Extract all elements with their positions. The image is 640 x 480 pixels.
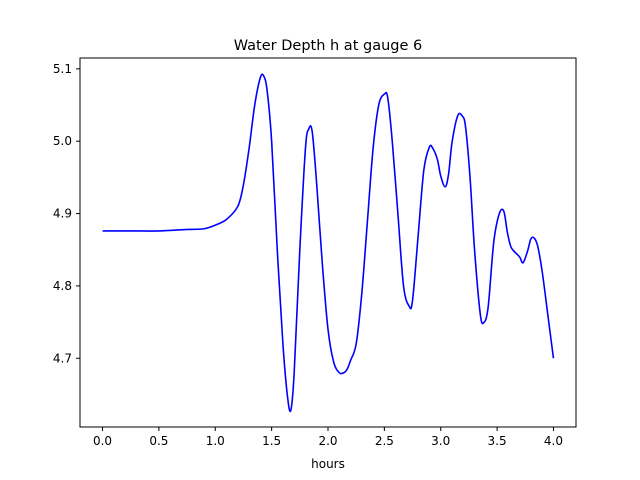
- x-tick-label: 4.0: [544, 434, 563, 448]
- x-axis: 0.0 0.5 1.0 1.5 2.0 2.5 3.0 3.5 4.0: [93, 427, 563, 448]
- x-tick-label: 0.0: [93, 434, 112, 448]
- x-tick-label: 0.5: [149, 434, 168, 448]
- y-tick-label: 5.0: [53, 134, 72, 148]
- x-tick-label: 1.0: [206, 434, 225, 448]
- y-tick-label: 4.9: [53, 207, 72, 221]
- chart-title: Water Depth h at gauge 6: [234, 38, 422, 54]
- x-tick-label: 3.0: [431, 434, 450, 448]
- water-depth-line: [102, 73, 555, 413]
- x-tick-label: 3.5: [488, 434, 507, 448]
- y-axis: 4.7 4.8 4.9 5.0 5.1: [53, 62, 80, 365]
- y-tick-label: 5.1: [53, 62, 72, 76]
- y-tick-label: 4.7: [53, 351, 72, 365]
- x-tick-label: 2.5: [375, 434, 394, 448]
- x-axis-label: hours: [311, 457, 345, 471]
- y-tick-label: 4.8: [53, 279, 72, 293]
- plot-frame: [79, 57, 577, 428]
- x-tick-label: 1.5: [262, 434, 281, 448]
- x-tick-label: 2.0: [318, 434, 337, 448]
